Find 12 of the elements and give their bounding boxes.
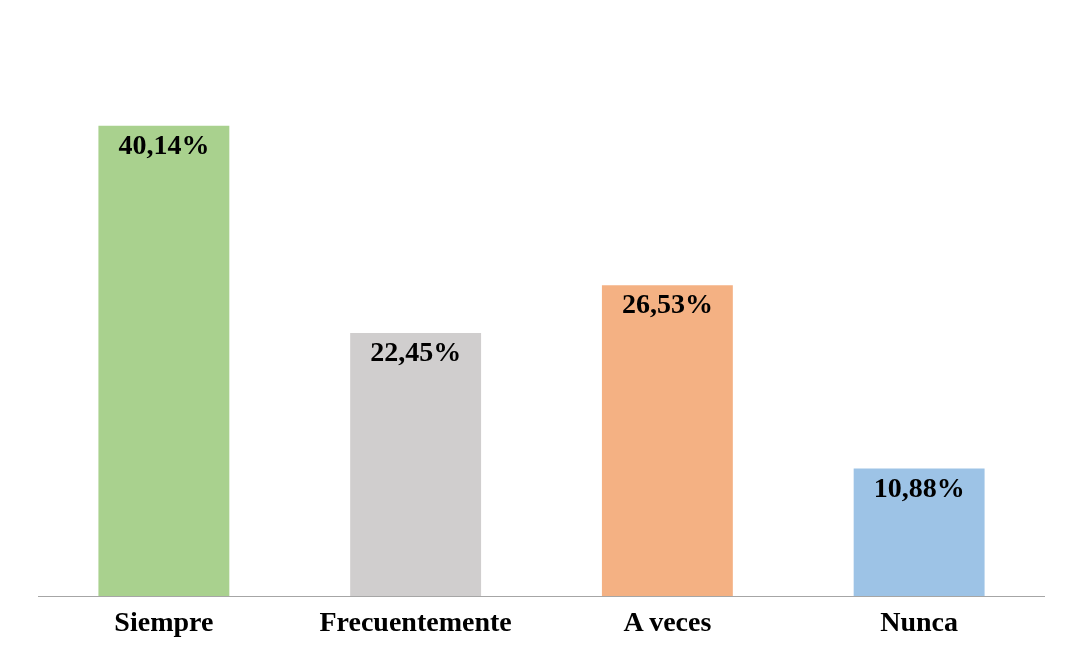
x-tick-label: Frecuentemente: [319, 605, 512, 637]
x-tick-label: A veces: [623, 605, 712, 637]
data-label: 40,14%: [118, 128, 210, 160]
data-label: 10,88%: [873, 471, 965, 503]
x-tick-label: Siempre: [114, 605, 214, 637]
bar: [98, 125, 230, 596]
data-label: 26,53%: [621, 288, 713, 320]
bar: [601, 285, 733, 596]
x-tick-label: Nunca: [880, 605, 959, 637]
bar: [853, 468, 985, 596]
data-label: 22,45%: [370, 336, 462, 368]
bar: [350, 333, 482, 596]
